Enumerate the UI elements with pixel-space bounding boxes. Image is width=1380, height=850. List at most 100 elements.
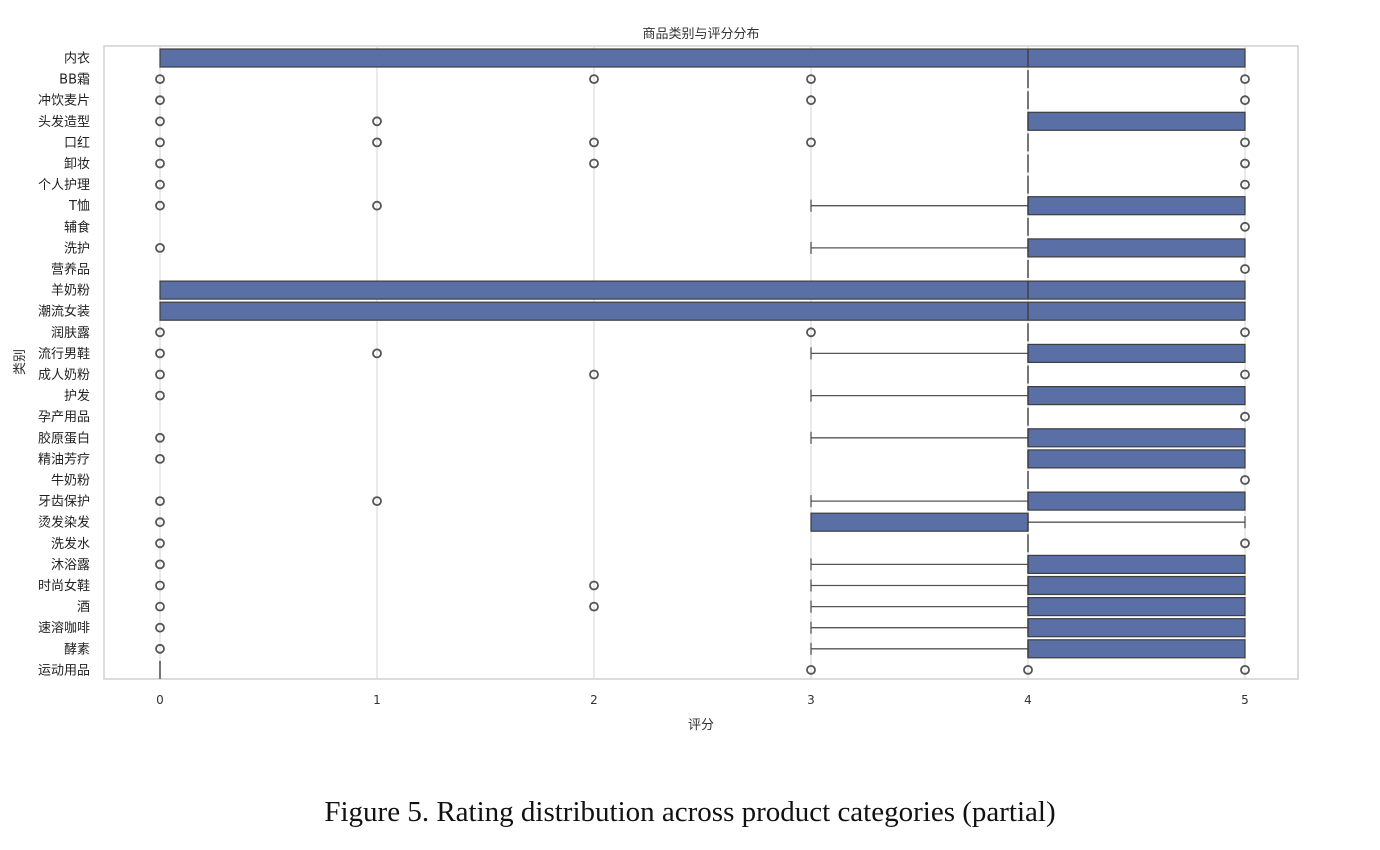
iqr-box <box>159 280 1246 300</box>
x-tick-label: 0 <box>156 693 164 707</box>
outlier-point <box>1240 369 1250 380</box>
outlier-point <box>155 496 165 507</box>
outlier-point <box>1240 74 1250 84</box>
outlier-point <box>155 200 165 211</box>
category-label: 精油芳疗 <box>38 452 90 467</box>
category-label: 沐浴露 <box>51 558 90 573</box>
outlier-point <box>806 137 816 148</box>
iqr-box <box>159 301 1246 321</box>
box-group <box>155 449 1246 469</box>
box-group <box>155 91 1250 110</box>
box-group <box>155 111 1246 131</box>
iqr-box <box>1027 491 1246 511</box>
category-label: T恤 <box>68 199 90 214</box>
outlier-point <box>155 517 165 528</box>
box-group <box>159 301 1246 321</box>
outlier-point <box>589 580 599 591</box>
box-group <box>155 575 1246 596</box>
category-label: 润肤露 <box>51 326 90 341</box>
box-group <box>155 175 1250 194</box>
outlier-point <box>1240 475 1250 485</box>
category-label: 营养品 <box>51 262 90 278</box>
iqr-box <box>1027 449 1246 469</box>
category-label: 运动用品 <box>38 663 90 678</box>
outlier-point <box>1240 411 1250 422</box>
outlier-point <box>372 137 382 148</box>
box-group <box>155 428 1246 448</box>
outlier-point <box>372 200 382 211</box>
outlier-point <box>155 348 165 359</box>
iqr-box <box>159 48 1246 68</box>
box-group <box>155 512 1246 532</box>
iqr-box <box>1027 196 1246 216</box>
iqr-box <box>1027 343 1246 363</box>
box-group <box>155 618 1246 638</box>
outlier-point <box>372 348 382 359</box>
category-label: 潮流女装 <box>38 304 90 320</box>
outlier-point <box>1240 179 1250 190</box>
outlier-point <box>155 559 165 570</box>
plot-frame <box>103 45 1299 680</box>
category-label: 流行男鞋 <box>38 346 90 362</box>
box-group <box>159 660 1250 679</box>
outlier-point <box>1240 158 1250 169</box>
iqr-box <box>1027 554 1246 575</box>
outlier-point <box>155 369 165 380</box>
category-label: 内衣 <box>64 51 90 67</box>
box-group <box>155 491 1246 511</box>
outlier-point <box>155 327 165 338</box>
outlier-point <box>372 496 382 507</box>
outlier-point <box>155 580 165 591</box>
outlier-point <box>155 74 165 84</box>
category-label: 成人奶粉 <box>38 368 90 383</box>
outlier-point <box>155 158 165 169</box>
category-label: 辅食 <box>64 219 90 235</box>
category-label: 胶原蛋白 <box>38 430 90 446</box>
x-axis-title: 评分 <box>688 718 714 733</box>
x-tick-labels: 0 1 2 3 4 5 <box>156 693 1249 707</box>
outlier-point <box>155 137 165 148</box>
iqr-box <box>1027 639 1246 659</box>
category-label: 护发 <box>64 388 90 404</box>
category-label: BB霜 <box>59 73 90 88</box>
figure-caption: Figure 5. Rating distribution across pro… <box>324 796 1056 828</box>
iqr-box <box>1027 575 1246 596</box>
outlier-point <box>155 179 165 190</box>
box-group <box>155 534 1250 553</box>
outlier-point <box>1240 538 1250 549</box>
category-label: 冲饮麦片 <box>38 94 90 109</box>
outlier-point <box>155 390 165 401</box>
outlier-point <box>589 369 599 380</box>
outlier-point <box>1240 327 1250 338</box>
outlier-point <box>806 327 816 338</box>
iqr-box <box>1027 386 1246 406</box>
category-label: 牛奶粉 <box>51 474 90 489</box>
category-label: 孕产用品 <box>38 410 90 425</box>
outlier-point <box>1240 95 1250 106</box>
outlier-point <box>155 643 165 654</box>
category-label: 洗发水 <box>51 536 90 552</box>
category-label: 洗护 <box>64 241 90 256</box>
category-label: 羊奶粉 <box>51 283 90 299</box>
box-group <box>155 323 1250 342</box>
box-group <box>155 343 1246 363</box>
x-tick-label: 4 <box>1024 693 1032 707</box>
x-tick-label: 5 <box>1241 693 1249 707</box>
outlier-point <box>589 158 599 169</box>
box-group <box>155 386 1246 406</box>
outlier-point <box>155 95 165 106</box>
outlier-point <box>155 453 165 464</box>
outlier-point <box>1023 665 1033 675</box>
iqr-box <box>1027 618 1246 638</box>
outlier-point <box>1240 137 1250 148</box>
iqr-box <box>1027 428 1246 448</box>
category-label: 时尚女鞋 <box>38 578 90 594</box>
category-label: 头发造型 <box>38 114 90 130</box>
outlier-point <box>155 601 165 612</box>
outlier-point <box>155 116 165 127</box>
x-tick-label: 1 <box>373 693 381 707</box>
category-label: 烫发染发 <box>38 515 90 531</box>
box-group <box>1027 407 1250 426</box>
